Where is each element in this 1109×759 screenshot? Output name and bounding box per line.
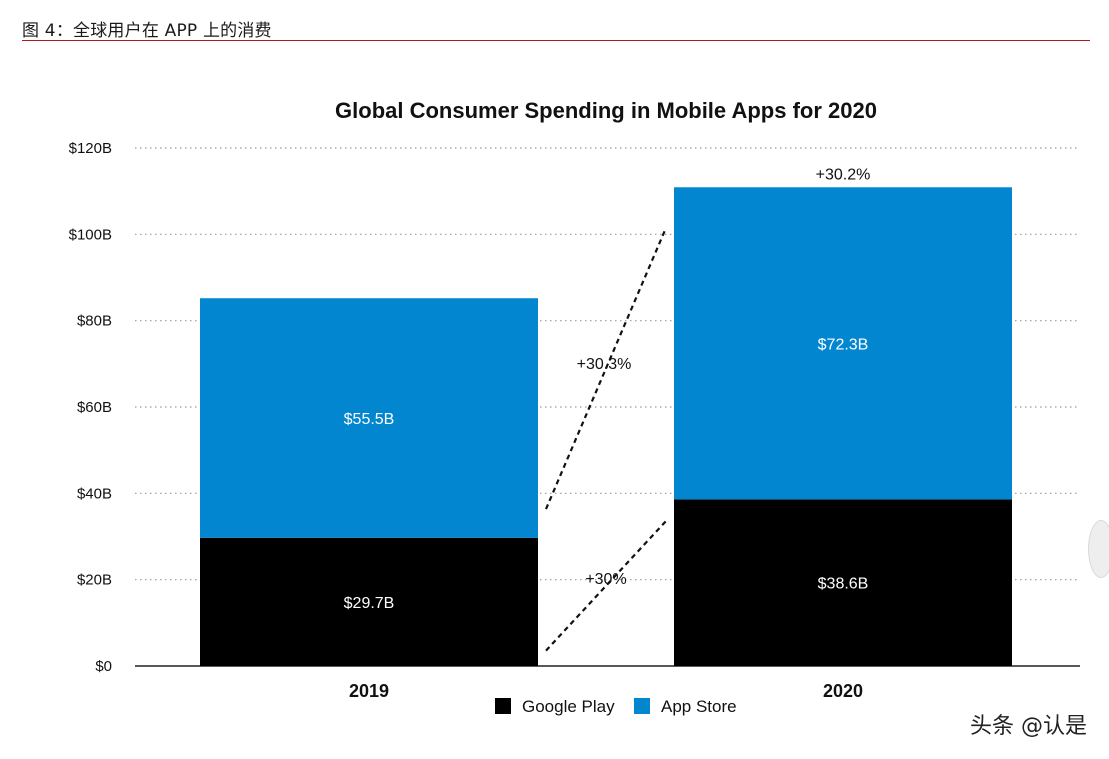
legend-swatch bbox=[495, 698, 511, 714]
figure-caption: 图 4：全球用户在 APP 上的消费 bbox=[22, 21, 272, 41]
edge-scroll-indicator bbox=[1088, 520, 1109, 578]
x-tick-label: 2019 bbox=[349, 681, 389, 701]
growth-connector bbox=[545, 520, 667, 652]
y-tick-label: $80B bbox=[77, 313, 112, 330]
legend-label: Google Play bbox=[522, 697, 615, 716]
data-label: $72.3B bbox=[818, 336, 869, 353]
bar-segment-app-store bbox=[200, 298, 538, 538]
legend-label: App Store bbox=[661, 697, 737, 716]
chart-title: Global Consumer Spending in Mobile Apps … bbox=[335, 98, 877, 123]
y-tick-label: $20B bbox=[77, 572, 112, 589]
watermark: 头条 @认是 bbox=[970, 714, 1087, 739]
data-label: $38.6B bbox=[818, 576, 869, 593]
y-tick-label: $60B bbox=[77, 399, 112, 416]
caption-divider bbox=[22, 40, 1090, 41]
growth-label: +30.3% bbox=[577, 356, 632, 373]
y-tick-label: $0 bbox=[95, 658, 112, 675]
x-tick-label: 2020 bbox=[823, 681, 863, 701]
bar-segment-google-play bbox=[200, 537, 538, 666]
data-label: $55.5B bbox=[344, 411, 395, 428]
y-tick-label: $40B bbox=[77, 485, 112, 502]
growth-connector bbox=[544, 227, 668, 510]
legend-swatch bbox=[634, 698, 650, 714]
growth-label: +30% bbox=[585, 571, 626, 588]
total-growth-label: +30.2% bbox=[816, 166, 871, 183]
bar-segment-app-store bbox=[674, 187, 1012, 500]
bar-segment-google-play bbox=[674, 499, 1012, 666]
data-label: $29.7B bbox=[344, 595, 395, 612]
y-tick-label: $100B bbox=[69, 226, 112, 243]
y-tick-label: $120B bbox=[69, 140, 112, 157]
